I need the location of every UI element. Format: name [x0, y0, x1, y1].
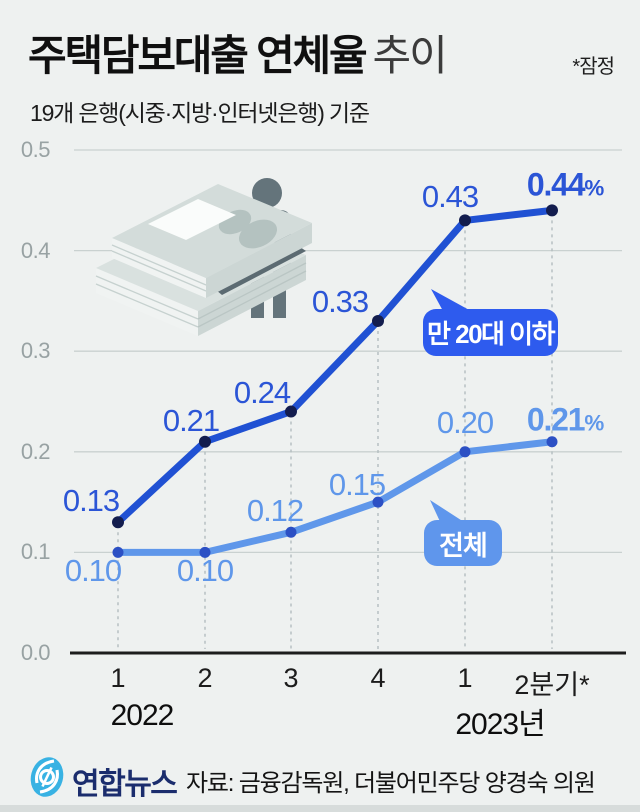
data-point-total-3	[372, 496, 384, 508]
yonhap-logo-text: 연합뉴스	[72, 768, 178, 801]
data-point-under20-4	[459, 214, 471, 227]
data-point-under20-1	[199, 435, 211, 448]
series-line-under20	[114, 206, 556, 526]
series-line-total	[114, 438, 556, 556]
data-point-total-4	[459, 446, 471, 458]
data-point-under20-0	[112, 516, 124, 529]
callout-under20: 만 20대 이하	[423, 289, 558, 356]
data-point-under20-2	[285, 405, 297, 418]
data-point-under20-3	[372, 315, 384, 328]
yonhap-logo-icon	[30, 757, 64, 797]
source-credit: 자료: 금융감독원, 더불어민주당 양경숙 의원	[186, 770, 596, 797]
data-point-total-1	[199, 546, 211, 558]
series-layer	[112, 204, 558, 649]
callout-under20-label: 만 20대 이하	[426, 319, 556, 349]
callout-total: 전체	[424, 500, 502, 566]
page-title: 주택담보대출 연체율 추이	[28, 22, 448, 83]
data-point-total-5	[546, 436, 558, 448]
data-point-under20-5	[546, 204, 558, 217]
data-point-total-2	[285, 526, 297, 538]
callout-total-label: 전체	[439, 530, 488, 561]
title-suffix: 추이	[372, 32, 447, 79]
chart-subtitle: 19개 은행(시중·지방·인터넷은행) 기준	[30, 100, 370, 126]
provisional-note: *잠정	[572, 56, 615, 78]
money-stack-top	[111, 184, 312, 298]
data-point-total-0	[112, 546, 124, 558]
money-stack-gap	[216, 247, 306, 295]
title-main: 주택담보대출 연체율	[28, 32, 368, 79]
money-person-illustration	[95, 178, 312, 336]
bottom-strip	[0, 805, 640, 812]
